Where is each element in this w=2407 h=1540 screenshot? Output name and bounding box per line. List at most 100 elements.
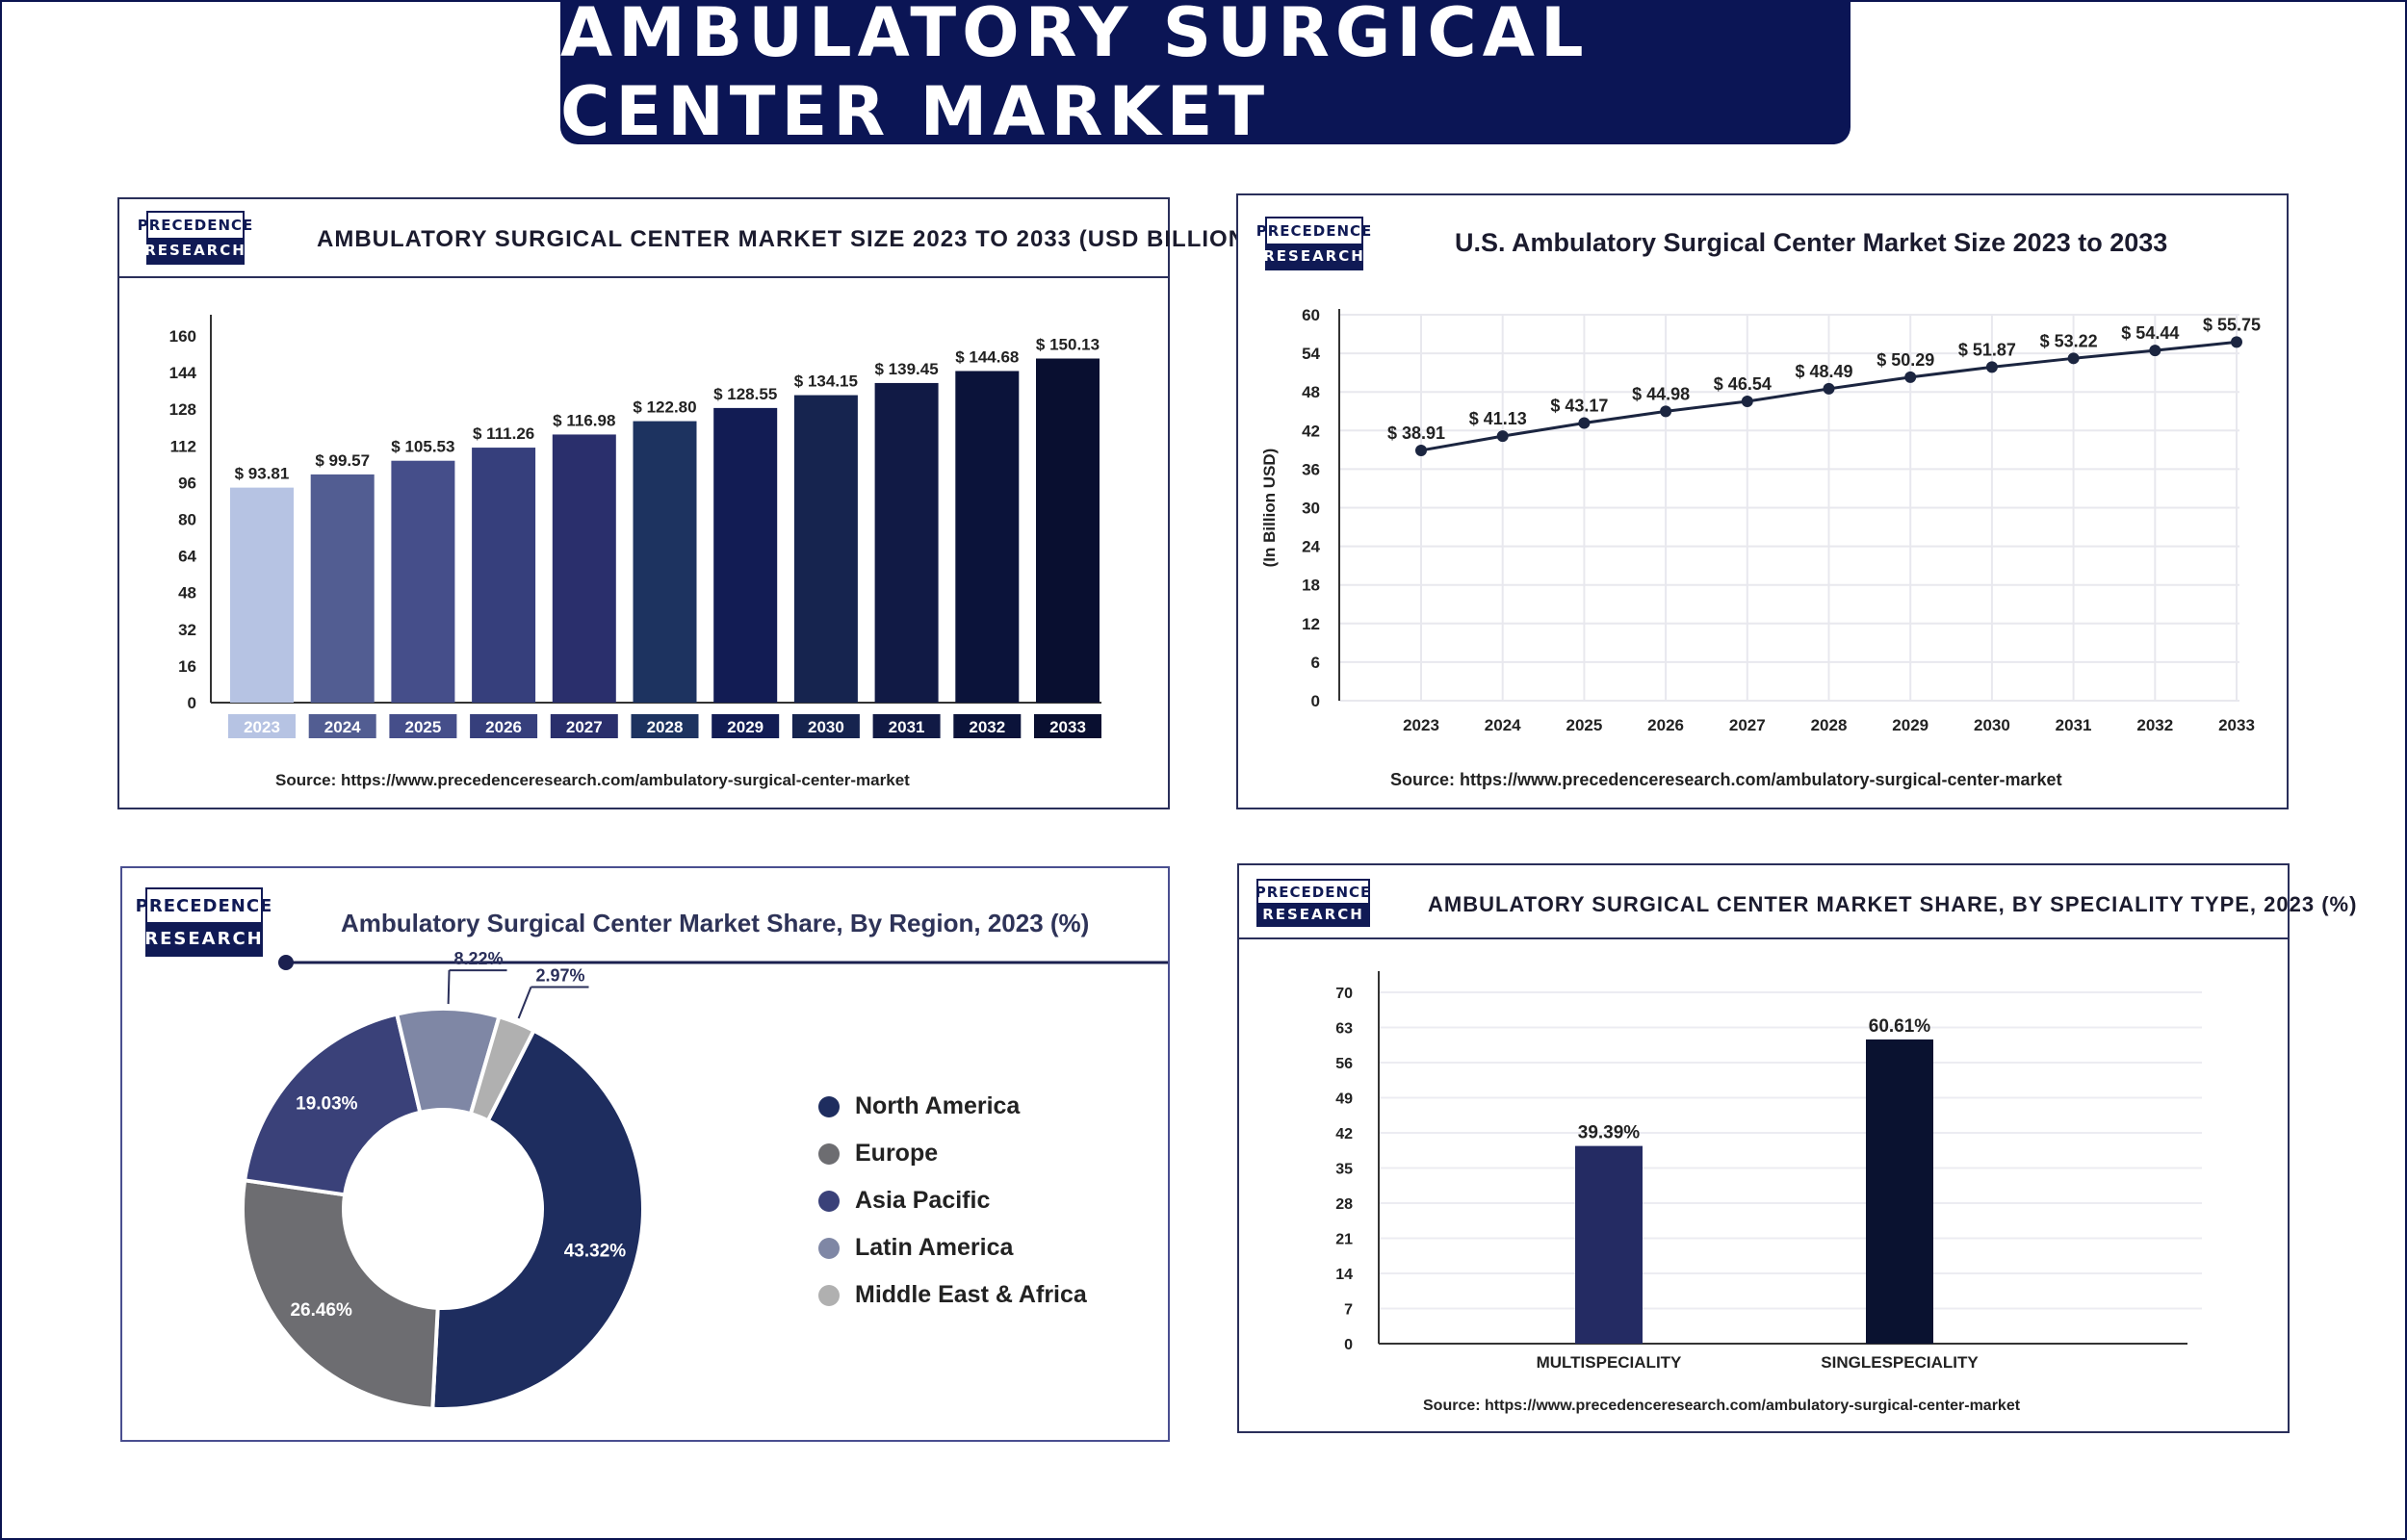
- legend-swatch: [818, 1095, 840, 1117]
- header-divider: [119, 276, 1168, 278]
- x-tick-label: 2025: [1566, 716, 1602, 734]
- y-tick-label: 30: [1302, 500, 1320, 518]
- data-label: $ 41.13: [1469, 409, 1527, 428]
- donut-slice: [468, 1014, 537, 1123]
- y-tick-label: 80: [178, 511, 196, 529]
- bar-value-label: $ 111.26: [473, 424, 534, 443]
- legend-label: North America: [855, 1092, 1021, 1119]
- donut-slice: [242, 1012, 423, 1197]
- x-tick-box: [953, 714, 1022, 738]
- leader-line: [517, 987, 532, 1019]
- legend-label: Asia Pacific: [855, 1187, 991, 1214]
- bar-value-label: $ 139.45: [875, 360, 939, 378]
- bar-value-label: 60.61%: [1869, 1016, 1931, 1037]
- bar: [310, 474, 375, 703]
- x-tick-label: 2031: [2056, 716, 2092, 734]
- legend-item: Asia Pacific: [818, 1177, 1087, 1224]
- bar-chart-svg: 0 16 32 48 64 80 96 112 128 144 160 $ 93.81 2023 $ 99…: [169, 315, 1101, 738]
- bar-value-label: $ 122.80: [633, 398, 696, 417]
- x-tick-label: 2024: [1485, 716, 1521, 734]
- slice-label: 2.97%: [536, 966, 585, 986]
- donut-slice: [430, 1027, 645, 1411]
- y-tick-label: 63: [1335, 1021, 1353, 1038]
- y-tick-label: 128: [169, 400, 196, 419]
- leader-line: [447, 970, 451, 1005]
- x-tick-label: 2032: [969, 718, 1005, 736]
- x-tick-label: 2026: [1647, 716, 1684, 734]
- header-divider: [1239, 937, 2288, 939]
- line-chart-svg: 0 6 12 18 24 30 36 42 48 54 60 2023 2024 2025 2026 2027…: [1260, 306, 2261, 734]
- bar: [472, 448, 536, 703]
- legend-item: Latin America: [818, 1224, 1087, 1271]
- data-label: $ 43.17: [1550, 396, 1608, 415]
- x-tick-label: 2028: [1811, 716, 1848, 734]
- x-tick-label: 2024: [324, 718, 361, 736]
- legend-item: North America: [818, 1083, 1087, 1130]
- x-tick-box: [712, 714, 780, 738]
- us-market-line-panel: PRECEDENCE RESEARCH U.S. Ambulatory Surg…: [1236, 193, 2289, 809]
- data-label: $ 44.98: [1632, 384, 1690, 403]
- slice-label: 26.46%: [290, 1300, 352, 1321]
- bar-value-label: $ 116.98: [553, 411, 615, 429]
- y-tick-label: 160: [169, 327, 196, 346]
- y-tick-label: 64: [178, 548, 196, 566]
- data-label: $ 38.91: [1387, 424, 1445, 443]
- bar-value-label: $ 93.81: [235, 465, 290, 483]
- chart-title: AMBULATORY SURGICAL CENTER MARKET SIZE 2…: [317, 226, 1255, 252]
- legend-label: Middle East & Africa: [855, 1281, 1087, 1308]
- logo-line1: PRECEDENCE: [135, 895, 273, 916]
- chart-title: U.S. Ambulatory Surgical Center Market S…: [1455, 228, 2168, 257]
- y-tick-label: 7: [1344, 1302, 1353, 1319]
- y-tick-label: 14: [1335, 1267, 1353, 1283]
- x-tick-label: 2031: [889, 718, 925, 736]
- data-label: $ 54.44: [2121, 323, 2179, 343]
- y-tick-label: 70: [1335, 986, 1353, 1002]
- data-point: [1578, 417, 1591, 429]
- slice-label: 8.22%: [454, 949, 504, 968]
- bar: [713, 407, 778, 703]
- data-label: $ 51.87: [1958, 340, 2016, 359]
- logo-line2: RESEARCH: [144, 238, 245, 263]
- y-tick-label: 0: [188, 694, 196, 712]
- y-tick-label: 54: [1302, 345, 1320, 363]
- x-tick-box: [791, 714, 860, 738]
- bar: [1036, 358, 1100, 703]
- y-tick-label: 48: [1302, 383, 1320, 401]
- bar: [633, 421, 697, 703]
- y-tick-label: 21: [1335, 1232, 1353, 1248]
- y-tick-label: 49: [1335, 1091, 1353, 1108]
- data-label: $ 53.22: [2040, 331, 2098, 350]
- precedence-logo: PRECEDENCE RESEARCH: [138, 211, 252, 265]
- y-tick-label: 35: [1335, 1162, 1353, 1178]
- data-label: $ 55.75: [2203, 315, 2261, 334]
- logo-line2: RESEARCH: [144, 922, 262, 955]
- main-title: AMBULATORY SURGICAL CENTER MARKET: [560, 0, 1590, 151]
- bar: [1866, 1039, 1933, 1344]
- x-tick-label: 2029: [1892, 716, 1928, 734]
- slice-label: 43.32%: [564, 1241, 627, 1261]
- y-axis-label: (In Billion USD): [1260, 449, 1279, 568]
- chart-source: Source: https://www.precedenceresearch.c…: [1423, 1398, 2021, 1414]
- legend-swatch: [818, 1142, 840, 1165]
- data-label: $ 46.54: [1714, 374, 1772, 394]
- legend-item: Middle East & Africa: [818, 1271, 1087, 1319]
- x-tick-box: [1034, 714, 1101, 738]
- bar-value-label: $ 134.15: [794, 372, 858, 391]
- x-tick-label: 2027: [1729, 716, 1766, 734]
- data-point: [1415, 444, 1427, 456]
- bar: [552, 434, 616, 703]
- x-tick-label: 2023: [1403, 716, 1439, 734]
- chart-source: Source: https://www.precedenceresearch.c…: [1390, 770, 2062, 789]
- bar-value-label: $ 150.13: [1036, 336, 1100, 354]
- speciality-share-bar-panel: PRECEDENCE RESEARCH AMBULATORY SURGICAL …: [1237, 863, 2356, 1433]
- legend-label: Europe: [855, 1140, 939, 1167]
- x-tick-label: SINGLESPECIALITY: [1821, 1353, 1979, 1372]
- data-point: [1904, 371, 1917, 383]
- y-tick-label: 12: [1302, 615, 1320, 633]
- bar-value-label: $ 128.55: [713, 385, 777, 403]
- logo-line2: RESEARCH: [1263, 244, 1363, 269]
- precedence-logo: PRECEDENCE RESEARCH: [1255, 879, 1370, 927]
- x-tick-label: 2030: [1974, 716, 2010, 734]
- bar-value-label: $ 99.57: [315, 451, 370, 470]
- y-tick-label: 16: [178, 657, 196, 676]
